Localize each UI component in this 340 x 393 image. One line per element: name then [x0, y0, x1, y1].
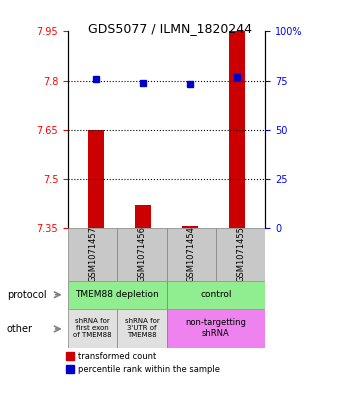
Text: GSM1071455: GSM1071455 [236, 226, 245, 283]
Legend: transformed count, percentile rank within the sample: transformed count, percentile rank withi… [65, 352, 220, 374]
Text: shRNA for
3'UTR of
TMEM88: shRNA for 3'UTR of TMEM88 [124, 318, 159, 338]
FancyBboxPatch shape [216, 228, 265, 281]
Text: GDS5077 / ILMN_1820244: GDS5077 / ILMN_1820244 [88, 22, 252, 35]
Bar [182, 226, 198, 228]
Text: other: other [7, 324, 33, 334]
FancyBboxPatch shape [167, 281, 265, 309]
Bar [135, 205, 151, 228]
FancyBboxPatch shape [167, 228, 216, 281]
Text: non-targetting
shRNA: non-targetting shRNA [185, 318, 246, 338]
Text: GSM1071457: GSM1071457 [88, 226, 97, 283]
Text: TMEM88 depletion: TMEM88 depletion [75, 290, 159, 299]
Text: GSM1071454: GSM1071454 [187, 226, 196, 283]
FancyBboxPatch shape [167, 309, 265, 348]
Text: protocol: protocol [7, 290, 47, 300]
FancyBboxPatch shape [68, 281, 167, 309]
Text: shRNA for
first exon
of TMEM88: shRNA for first exon of TMEM88 [73, 318, 112, 338]
FancyBboxPatch shape [68, 228, 117, 281]
FancyBboxPatch shape [117, 228, 167, 281]
Text: GSM1071456: GSM1071456 [137, 226, 147, 283]
FancyBboxPatch shape [117, 309, 167, 348]
Text: control: control [200, 290, 232, 299]
Bar [229, 31, 245, 228]
Bar [88, 130, 104, 228]
FancyBboxPatch shape [68, 309, 117, 348]
